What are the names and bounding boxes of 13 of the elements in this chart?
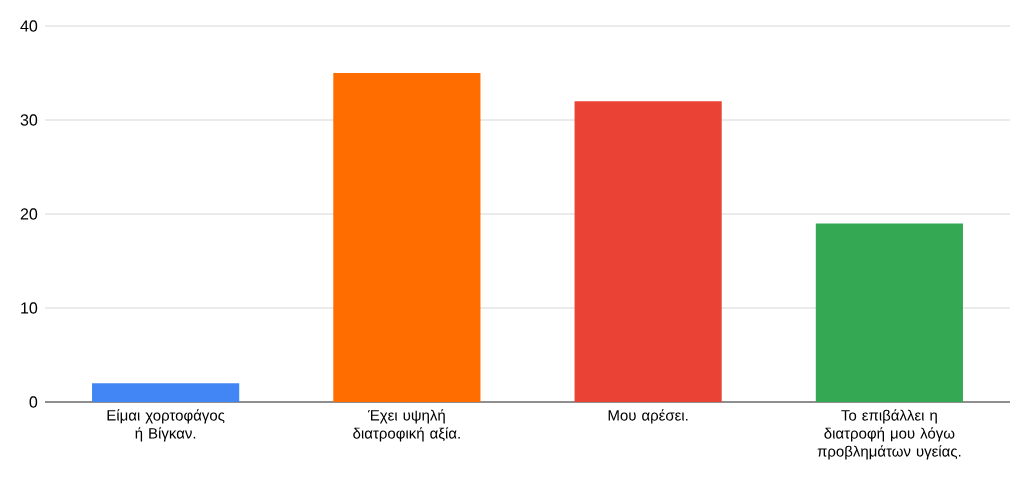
x-tick-label: Μου αρέσει. bbox=[608, 409, 688, 424]
x-tick-label: Το επιβάλλει η διατροφή μου λόγω προβλημάτων υγείας. bbox=[817, 409, 961, 460]
bar bbox=[815, 223, 963, 402]
bar bbox=[574, 101, 722, 402]
bar bbox=[333, 73, 481, 402]
bar bbox=[92, 383, 240, 402]
x-tick-label: Είμαι χορτοφάγος ή Βίγκαν. bbox=[107, 409, 225, 442]
y-tick-label: 20 bbox=[20, 208, 38, 220]
x-tick-label: Έχει υψηλή διατροφική αξία. bbox=[353, 409, 460, 442]
y-tick-label: 10 bbox=[21, 302, 38, 314]
y-tick-label: 0 bbox=[29, 396, 38, 408]
y-tick-label: 30 bbox=[20, 114, 38, 126]
y-tick-label: 40 bbox=[20, 20, 38, 32]
